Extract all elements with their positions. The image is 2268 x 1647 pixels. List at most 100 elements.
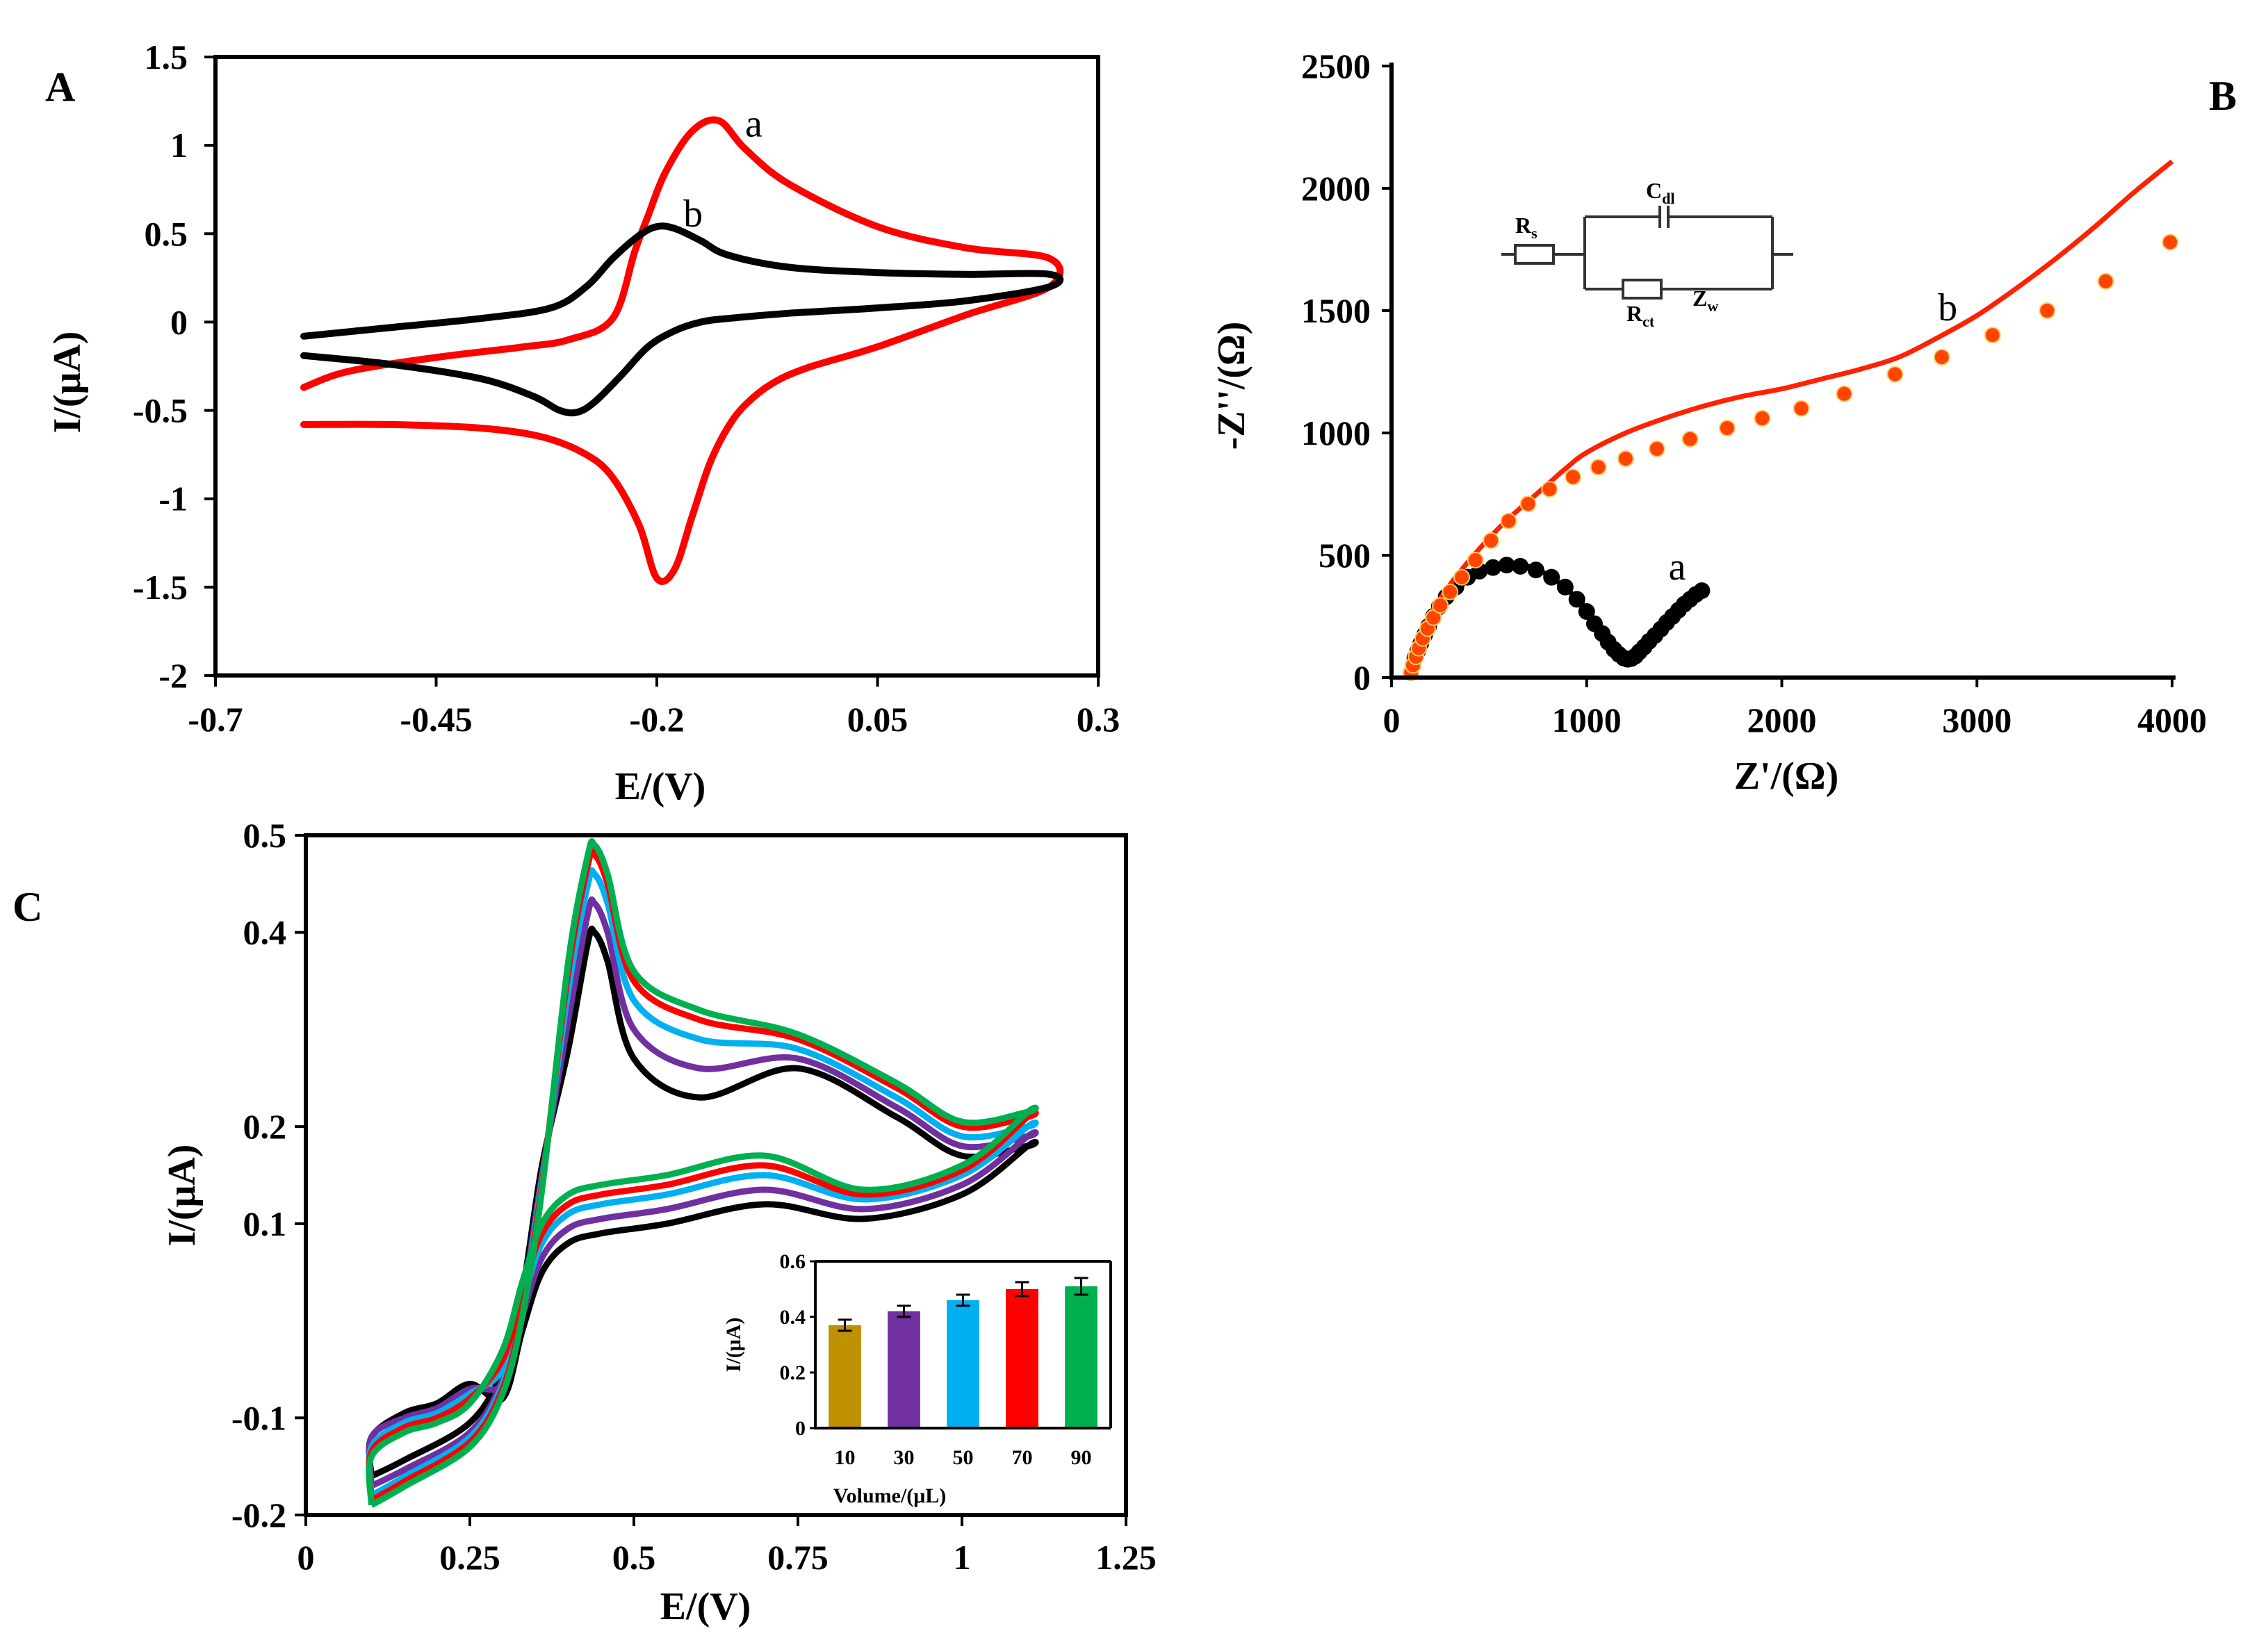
panel-b-point-b [1590,459,1607,476]
panel-b-point-a [1498,557,1515,574]
panel-a-x-tick-label: -0.7 [188,700,243,739]
panel-b-point-b [1754,409,1771,427]
panel-c-plot-frame [304,833,1128,1517]
circuit-label-rs-sub: s [1531,224,1537,242]
panel-b-curve-label-a: a [1669,546,1686,589]
circuit-label-r2: R [1626,301,1643,326]
circuit-label-rct-sub: ct [1642,313,1655,330]
inset-bar-70 [1006,1289,1038,1428]
panel-b-label: B [2209,73,2237,119]
panel-b-point-b [1718,419,1736,436]
panel-b-point-b [1467,552,1484,569]
panel-a-x-tick-label: 0.3 [1077,700,1120,739]
panel-b-point-b [1565,468,1582,486]
panel-b-point-b [1648,440,1665,457]
panel-b-point-b [1617,450,1634,467]
panel-b-point-a [1693,582,1711,600]
panel-c-ticks: 0 0.25 0.5 0.75 1 1.25 -0.2 -0.1 0.1 0.2 0.4 0.5 [231,816,1157,1577]
panel-a-y-tick-label: 1 [170,126,188,165]
panel-b: B Z'/(Ω) -Z''/(Ω) 0 1000 2000 3000 4000 0 500 1… [1210,47,2237,798]
panel-b-y-tick-label: 1000 [1301,413,1371,452]
panel-b-point-b [1432,597,1449,614]
panel-a-ylabel: I/(μA) [46,331,89,434]
panel-c-x-tick-label: 0.75 [767,1538,829,1577]
inset-x-tick-label-90: 90 [1071,1446,1092,1469]
panel-c-ylabel: I/(μA) [161,1145,204,1247]
panel-b-point-b [2162,233,2179,251]
panel-b-point-a [1578,603,1595,620]
panel-b-point-b [1886,366,1904,383]
panel-b-point-b [1442,583,1459,600]
panel-c-curve-90 [366,838,1039,1508]
circuit-label-rs: Rs [1515,213,1537,242]
panel-b-point-b [1519,495,1537,513]
panel-b-point-b [1984,327,2001,344]
panel-b-point-a [1484,559,1501,576]
panel-b-point-b [1483,532,1500,549]
panel-b-xlabel: Z'/(Ω) [1734,755,1839,798]
inset-background [744,1249,1105,1511]
panel-b-x-tick-label: 1000 [1552,700,1622,739]
panel-b-ticks: 0 1000 2000 3000 4000 0 500 1000 1500 2000 2500 [1301,47,2207,739]
panel-b-point-b [2097,272,2114,290]
inset-x-tick-label-30: 30 [894,1446,915,1469]
inset-y-tick-label: 0.2 [780,1361,806,1384]
panel-c-y-tick-label: -0.2 [231,1496,286,1534]
panel-b-y-tick-label: 1500 [1301,291,1371,330]
inset-x-tick-label-50: 50 [953,1446,974,1469]
panel-a: A E/(V) I/(μA) -0.7 -0.45 -0.2 0.05 0.3 -2 -1.… [45,38,1120,808]
panel-a-xlabel: E/(V) [615,765,706,808]
panel-c-label: C [13,884,42,930]
panel-b-point-b [1933,348,1950,366]
circuit-label-rct: Rct [1626,301,1655,330]
panel-b-point-b [1541,480,1558,498]
panel-b-y-tick-label: 500 [1319,536,1371,575]
equivalent-circuit-inset [1501,206,1793,300]
inset-x-tick-label-10: 10 [835,1446,856,1469]
panel-a-y-tick-label: -2 [158,656,188,695]
panel-a-y-tick-label: 0.5 [145,214,188,253]
circuit-label-cdl: Cdl [1646,178,1674,207]
panel-b-point-b [2039,302,2056,319]
inset-bar-30 [888,1311,920,1428]
inset-y-tick-label: 0.4 [780,1306,806,1329]
inset-bar-50 [947,1300,979,1428]
panel-a-curve-label-a: a [745,102,762,145]
panel-b-y-tick-label: 2000 [1301,169,1371,208]
panel-c-y-tick-label: 0.2 [243,1107,287,1146]
panel-b-point-a [1512,557,1529,575]
panel-b-y-tick-label: 2500 [1301,47,1371,85]
panel-b-point-b [1836,385,1853,402]
circuit-label-c: C [1646,178,1662,203]
inset-ylabel: I/(μA) [722,1318,745,1372]
panel-b-curves: ab [1403,159,2179,681]
panel-c: C E/(V) I/(μA) 0 0.25 0.5 0.75 1 1.25 -0.2 -0.1… [13,816,1157,1628]
circuit-label-zw-sub: w [1707,297,1718,315]
panel-b-y-tick-label: 0 [1353,658,1371,697]
panel-a-y-tick-label: 1.5 [145,38,188,76]
panel-c-y-tick-label: 0.1 [243,1204,287,1243]
panel-a-plot-frame [213,55,1100,678]
panel-a-ticks: -0.7 -0.45 -0.2 0.05 0.3 -2 -1.5 -1 -0.5 0 0.5 1 1.5 [133,38,1120,739]
panel-b-ylabel: -Z''/(Ω) [1210,322,1253,450]
panel-a-x-tick-label: -0.2 [629,700,684,739]
panel-c-curves [366,838,1039,1508]
circuit-label-z: Z [1692,286,1707,311]
panel-b-point-a [1568,591,1585,608]
panel-b-point-a [1543,568,1560,586]
panel-b-point-b [1453,568,1471,586]
inset-bar-10 [829,1325,861,1428]
panel-a-y-tick-label: -1.5 [133,568,188,607]
circuit-label-cdl-sub: dl [1662,190,1674,207]
panel-b-point-a [1527,562,1544,579]
panel-b-x-tick-label: 3000 [1942,700,2012,739]
panel-a-curves: ab [300,102,1064,585]
panel-a-x-tick-label: 0.05 [847,700,908,739]
panel-c-xlabel: E/(V) [660,1585,751,1628]
panel-c-y-tick-label: -0.1 [231,1398,286,1437]
panel-c-y-tick-label: 0.5 [243,816,287,855]
inset-xlabel: Volume/(μL) [833,1484,947,1507]
panel-b-x-tick-label: 4000 [2137,700,2207,739]
panel-a-curve-label-b: b [683,192,703,236]
